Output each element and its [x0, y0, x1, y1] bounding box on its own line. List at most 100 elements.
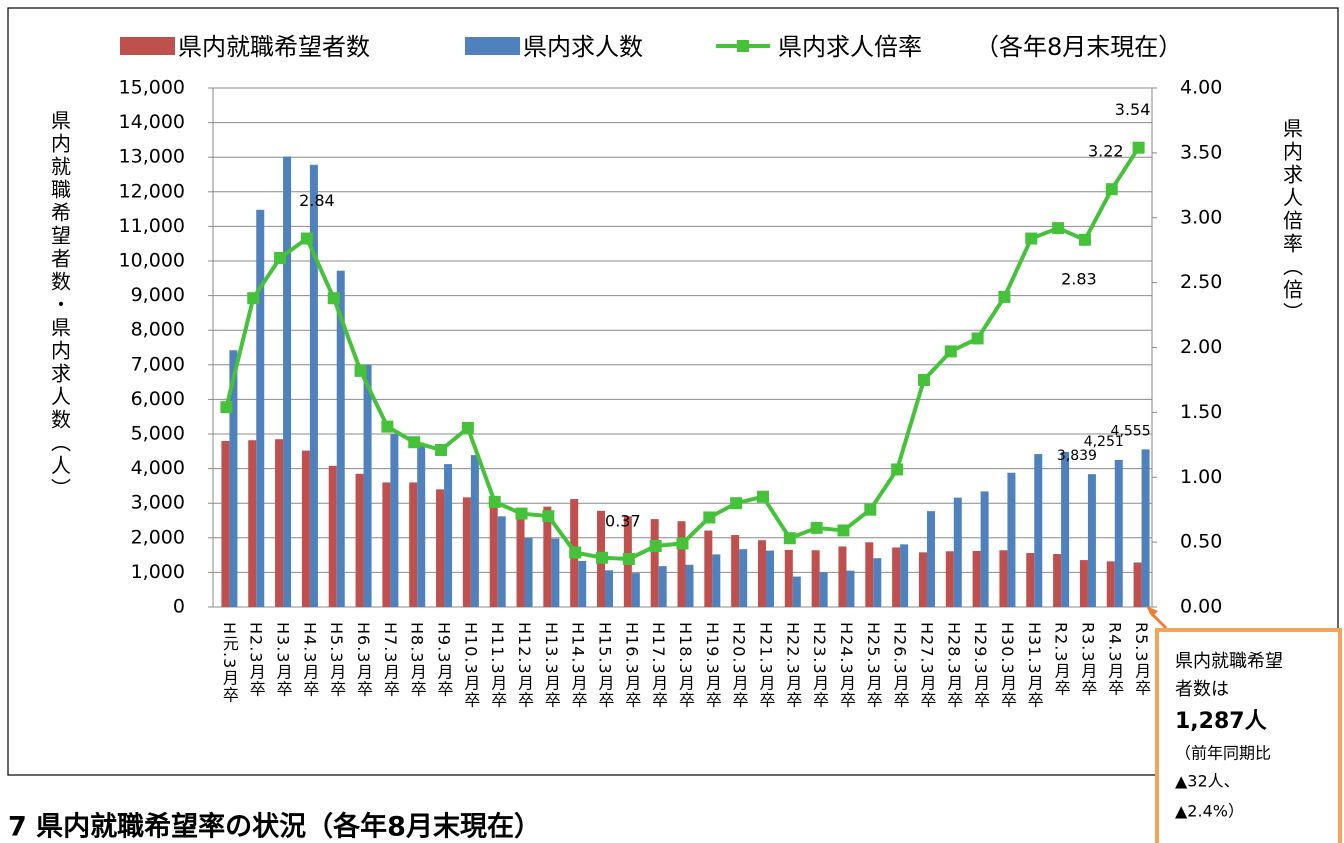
callout-text: ▲32人、: [1175, 772, 1240, 791]
y2-tick-label: 1.50: [1180, 401, 1222, 423]
y-tick-label: 5,000: [131, 423, 185, 445]
bar: [221, 440, 230, 607]
x-tick-label: H4.3月卒: [300, 622, 319, 697]
bar: [1034, 454, 1043, 607]
section-heading: 7 県内就職希望率の状況（各年8月末現在）: [8, 811, 541, 843]
bar: [704, 530, 713, 607]
callout-box: [1155, 628, 1342, 843]
bar: [417, 444, 426, 607]
ratio-marker: [756, 490, 769, 503]
bar: [489, 506, 498, 607]
y-tick-label: 7,000: [131, 353, 185, 375]
ratio-marker: [1025, 232, 1038, 245]
chart-frame: [7, 7, 1339, 776]
y-tick-label: 11,000: [119, 215, 185, 237]
bar: [658, 566, 667, 607]
x-tick-label: H13.3月卒: [542, 622, 561, 709]
data-label: 2.83: [1061, 269, 1097, 288]
ratio-marker: [810, 521, 823, 534]
ratio-marker: [1105, 183, 1118, 196]
x-tick-label: H30.3月卒: [998, 622, 1017, 709]
ratio-marker: [435, 444, 448, 457]
ratio-marker: [944, 345, 957, 358]
x-tick-label: H31.3月卒: [1025, 622, 1044, 709]
ratio-marker: [300, 232, 313, 245]
callout-text: 1,287人: [1175, 709, 1267, 734]
y-tick-label: 12,000: [119, 180, 185, 202]
data-label: 4,555: [1111, 423, 1151, 439]
ratio-marker: [596, 551, 609, 564]
y-axis-title: 県内就職希望者数・県内求人数（人）: [48, 110, 72, 501]
ratio-marker: [891, 463, 904, 476]
bar: [685, 564, 694, 607]
bar: [811, 550, 820, 607]
ratio-marker: [783, 532, 796, 545]
bar: [605, 570, 614, 607]
y2-tick-label: 4.00: [1180, 77, 1222, 99]
bar: [739, 549, 748, 607]
y-tick-label: 8,000: [131, 319, 185, 341]
y2-tick-label: 3.00: [1180, 206, 1222, 228]
y2-axis-title: 県内求人倍率（倍）: [1280, 118, 1304, 325]
x-tick-label: R2.3月卒: [1052, 622, 1071, 697]
x-tick-label: H12.3月卒: [515, 622, 534, 709]
bar: [497, 516, 506, 607]
x-tick-label: H24.3月卒: [837, 622, 856, 709]
x-tick-label: H23.3月卒: [810, 622, 829, 709]
ratio-marker: [569, 546, 582, 559]
legend-swatch: [120, 37, 175, 55]
y-tick-label: 4,000: [131, 457, 185, 479]
bar: [757, 540, 766, 607]
ratio-marker: [274, 251, 287, 264]
x-tick-label: H21.3月卒: [756, 622, 775, 709]
bar: [677, 521, 686, 607]
x-tick-label: H10.3月卒: [461, 622, 480, 709]
bar: [918, 552, 927, 607]
bar: [980, 491, 989, 607]
x-tick-label: H3.3月卒: [274, 622, 293, 697]
bar: [444, 464, 453, 607]
bar: [926, 511, 935, 607]
ratio-marker: [676, 537, 689, 550]
ratio-marker: [730, 497, 743, 510]
ratio-marker: [1052, 222, 1065, 235]
ratio-marker: [649, 540, 662, 553]
bar: [275, 439, 284, 607]
ratio-marker: [1078, 233, 1091, 246]
bar: [516, 513, 525, 607]
x-tick-label: H2.3月卒: [247, 622, 266, 697]
y-tick-label: 10,000: [119, 250, 185, 272]
bar: [846, 570, 855, 607]
bar: [470, 455, 479, 607]
x-tick-label: R5.3月卒: [1132, 622, 1151, 697]
callout-text: ▲2.4%）: [1175, 802, 1244, 821]
bar: [1007, 472, 1016, 607]
ratio-marker: [917, 373, 930, 386]
bar: [838, 546, 847, 607]
callout-text: （前年同期比: [1175, 744, 1271, 763]
bar: [524, 537, 533, 607]
x-tick-label: H8.3月卒: [408, 622, 427, 697]
x-tick-label: H15.3月卒: [596, 622, 615, 709]
bar: [229, 350, 238, 607]
y2-tick-label: 2.50: [1180, 271, 1222, 293]
ratio-marker: [622, 552, 635, 565]
x-tick-label: H11.3月卒: [488, 622, 507, 709]
y-tick-label: 0: [173, 596, 185, 618]
x-tick-label: R3.3月卒: [1078, 622, 1097, 697]
y2-tick-label: 0.00: [1180, 596, 1222, 618]
legend-label: 県内求人倍率: [778, 33, 922, 61]
bar: [792, 576, 801, 607]
callout-text: 県内就職希望: [1175, 651, 1283, 672]
bar: [543, 506, 552, 607]
ratio-marker: [327, 292, 340, 305]
y-tick-label: 6,000: [131, 388, 185, 410]
bar: [1053, 554, 1062, 607]
bar: [999, 550, 1008, 607]
bar: [1114, 459, 1123, 607]
bar: [650, 519, 659, 607]
ratio-marker: [220, 401, 233, 414]
ratio-marker: [1132, 141, 1145, 154]
y2-tick-label: 2.00: [1180, 336, 1222, 358]
